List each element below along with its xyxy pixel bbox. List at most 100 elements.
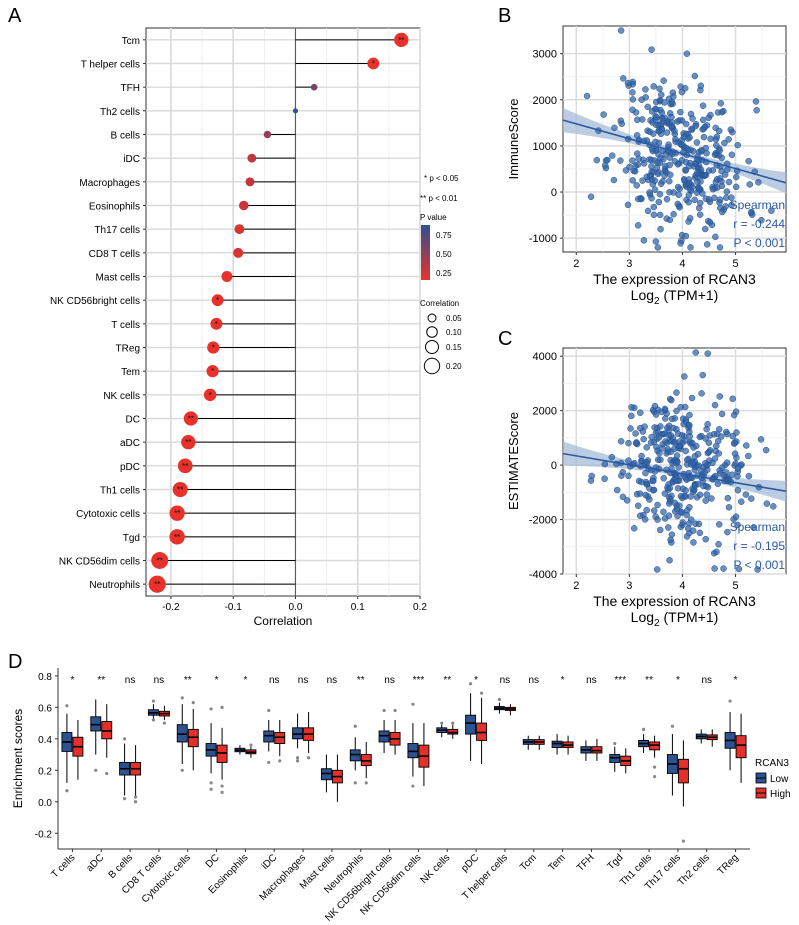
spearman-annotation: r = -0.244 (733, 217, 785, 231)
box-outlier (353, 724, 357, 728)
y-tick-label: 0.4 (38, 735, 52, 746)
data-point (674, 430, 682, 437)
significance-label: ** (154, 580, 160, 589)
data-point (640, 435, 647, 443)
data-point (617, 438, 625, 445)
data-point (652, 411, 660, 418)
data-point (661, 172, 668, 179)
x-tick-label: 5 (732, 258, 738, 270)
data-point (748, 208, 755, 216)
box-outlier (133, 800, 138, 804)
data-point (587, 193, 595, 201)
legend-size-circle (426, 326, 438, 338)
data-point (687, 244, 694, 251)
box-outlier (468, 682, 473, 686)
data-point (702, 171, 710, 179)
y-tick-label: TFH (121, 83, 140, 94)
x-tick-label: 5 (732, 580, 738, 592)
box-outlier (411, 784, 415, 788)
data-point (734, 521, 741, 529)
data-point (718, 410, 726, 418)
box-outlier (94, 768, 98, 772)
data-point (642, 86, 649, 93)
data-point (681, 373, 688, 380)
data-point (643, 444, 650, 451)
data-point (650, 477, 657, 485)
significance-label: ns (528, 675, 539, 686)
data-point (685, 198, 692, 206)
data-point (625, 439, 632, 447)
lollipop-point (151, 552, 169, 569)
data-point (629, 96, 637, 103)
data-point (702, 497, 709, 504)
data-point (648, 433, 655, 441)
data-point (725, 136, 732, 143)
data-point (660, 77, 667, 84)
data-point (723, 194, 730, 201)
data-point (688, 439, 696, 447)
data-point (716, 175, 724, 182)
data-point (666, 178, 673, 185)
significance-label: ns (384, 675, 395, 686)
x-tick-label: DC (204, 852, 222, 870)
significance-label: * (211, 367, 214, 376)
regression-line (562, 119, 787, 184)
data-point (583, 92, 591, 100)
data-point (691, 196, 698, 204)
box-outlier (295, 756, 300, 760)
data-point (738, 498, 745, 505)
data-point (651, 424, 658, 431)
significance-label: ns (500, 675, 511, 686)
data-point (671, 158, 679, 165)
data-point (716, 196, 724, 203)
panel-d-plot-area (58, 668, 750, 849)
box-outlier (267, 708, 271, 713)
significance-label: *** (614, 675, 626, 686)
x-tick-label: T cells (49, 852, 77, 880)
significance-label: ns (586, 675, 597, 686)
box-outlier (133, 795, 138, 799)
data-point (728, 151, 736, 159)
data-point (630, 525, 638, 532)
y-tick-label: iDC (123, 154, 140, 165)
data-point (625, 457, 632, 464)
data-point (696, 491, 704, 499)
data-point (658, 91, 665, 98)
data-point (732, 173, 740, 181)
data-point (698, 467, 705, 475)
y-tick-label: B cells (111, 131, 140, 142)
significance-label: * (70, 675, 74, 686)
data-point (660, 474, 667, 482)
lollipop-point (247, 153, 257, 163)
data-point (683, 533, 691, 540)
data-point (650, 203, 658, 211)
data-point (665, 141, 672, 149)
y-tick-label: -1000 (529, 233, 557, 245)
data-point (651, 177, 659, 184)
legend-size-circle (425, 340, 439, 354)
x-tick-label: Th2 cells (676, 852, 712, 888)
data-point (719, 464, 726, 471)
significance-label: * (474, 675, 478, 686)
data-point (670, 210, 677, 218)
data-point (673, 389, 680, 396)
significance-label: * (372, 60, 375, 69)
box-outlier (122, 737, 127, 741)
data-point (666, 484, 674, 492)
spearman-annotation: Spearman (730, 520, 785, 534)
y-tick-label: 3000 (533, 49, 557, 61)
data-point (649, 145, 656, 153)
box-outlier (451, 721, 455, 725)
lollipop-point (172, 481, 188, 498)
y-tick-label: aDC (120, 438, 140, 449)
data-point (654, 501, 661, 509)
data-point (706, 219, 714, 226)
data-point (665, 524, 672, 531)
y-tick-label: Th17 cells (94, 225, 140, 236)
box-outlier (364, 781, 368, 785)
data-point (724, 430, 731, 438)
box-high (677, 758, 689, 784)
box-outlier (220, 790, 224, 794)
box-outlier (393, 708, 397, 713)
